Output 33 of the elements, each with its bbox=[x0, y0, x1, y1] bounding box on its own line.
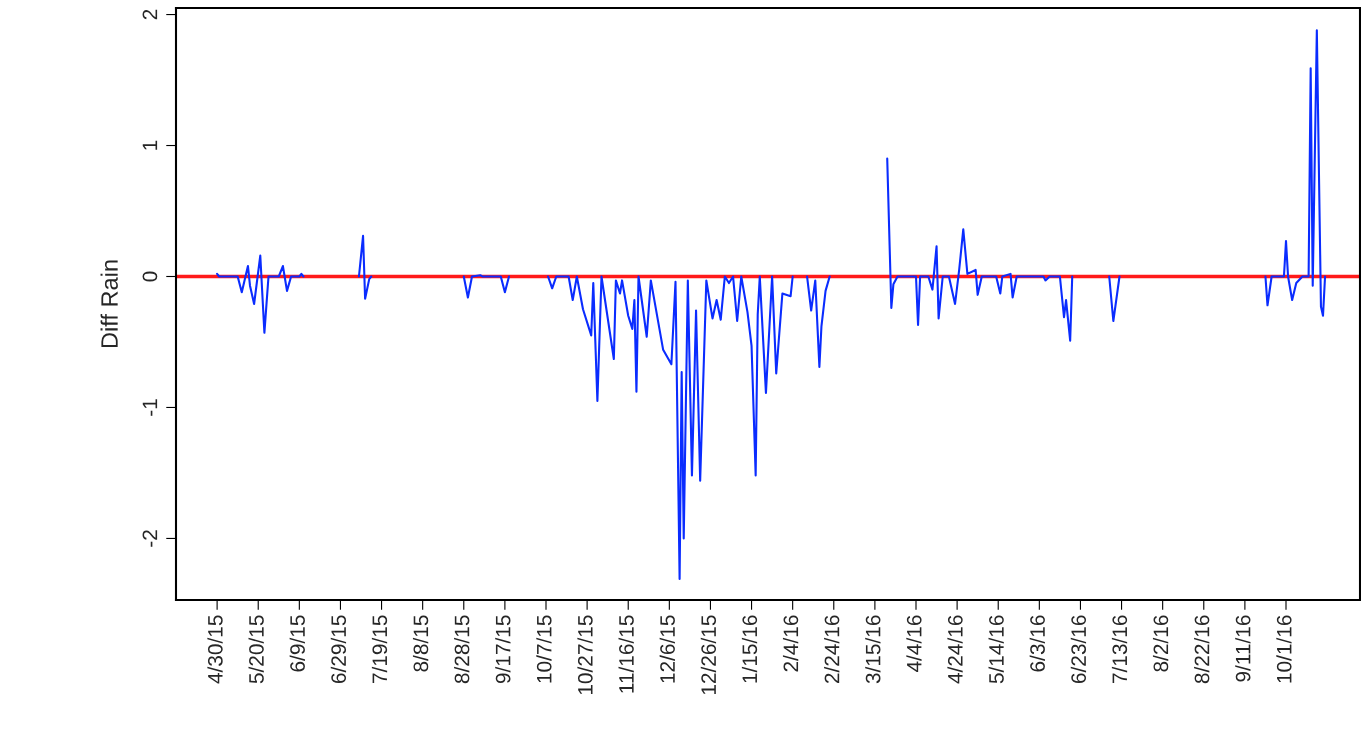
y-tick-label: -1 bbox=[142, 399, 158, 416]
y-axis-title: Diff Rain bbox=[100, 260, 118, 348]
x-tick-label: 2/24/16 bbox=[824, 615, 840, 684]
x-tick-label: 3/15/16 bbox=[865, 615, 881, 684]
x-tick-label: 10/27/15 bbox=[577, 615, 593, 695]
x-tick-label: 4/30/15 bbox=[207, 615, 223, 684]
x-tick-label: 9/17/15 bbox=[495, 615, 511, 684]
x-tick-label: 5/14/16 bbox=[988, 615, 1004, 684]
x-tick-label: 10/7/15 bbox=[536, 615, 552, 683]
x-tick-label: 6/29/15 bbox=[330, 615, 347, 684]
x-tick-label: 1/15/16 bbox=[741, 615, 758, 683]
x-tick-label: 9/11/16 bbox=[1235, 615, 1251, 682]
x-tick-label: 4/24/16 bbox=[947, 615, 963, 684]
x-tick-label: 6/9/15 bbox=[289, 615, 305, 672]
x-tick-label: 7/19/15 bbox=[371, 615, 388, 684]
x-tick-label: 6/3/16 bbox=[1029, 615, 1045, 672]
x-tick-label: 11/16/15 bbox=[618, 615, 634, 693]
x-tick-label: 2/4/16 bbox=[782, 615, 799, 672]
x-tick-label: 10/1/16 bbox=[1276, 615, 1292, 683]
x-tick-label: 12/26/15 bbox=[700, 615, 717, 695]
y-tick-label: 1 bbox=[142, 140, 158, 150]
x-tick-label: 6/23/16 bbox=[1070, 615, 1087, 684]
y-tick-label: 2 bbox=[142, 9, 158, 20]
y-tick-label: -2 bbox=[142, 530, 158, 547]
x-tick-label: 8/8/15 bbox=[412, 615, 429, 672]
x-tick-label: 12/6/15 bbox=[659, 615, 675, 683]
x-tick-label: 8/22/16 bbox=[1194, 615, 1210, 684]
x-tick-label: 5/20/15 bbox=[248, 615, 264, 684]
x-tick-label: 4/4/16 bbox=[906, 615, 922, 673]
x-tick-label: 7/13/16 bbox=[1111, 615, 1128, 684]
x-tick-label: 8/28/15 bbox=[454, 615, 470, 684]
y-tick-label: 0 bbox=[142, 271, 158, 282]
x-tick-label: 8/2/16 bbox=[1152, 615, 1169, 672]
